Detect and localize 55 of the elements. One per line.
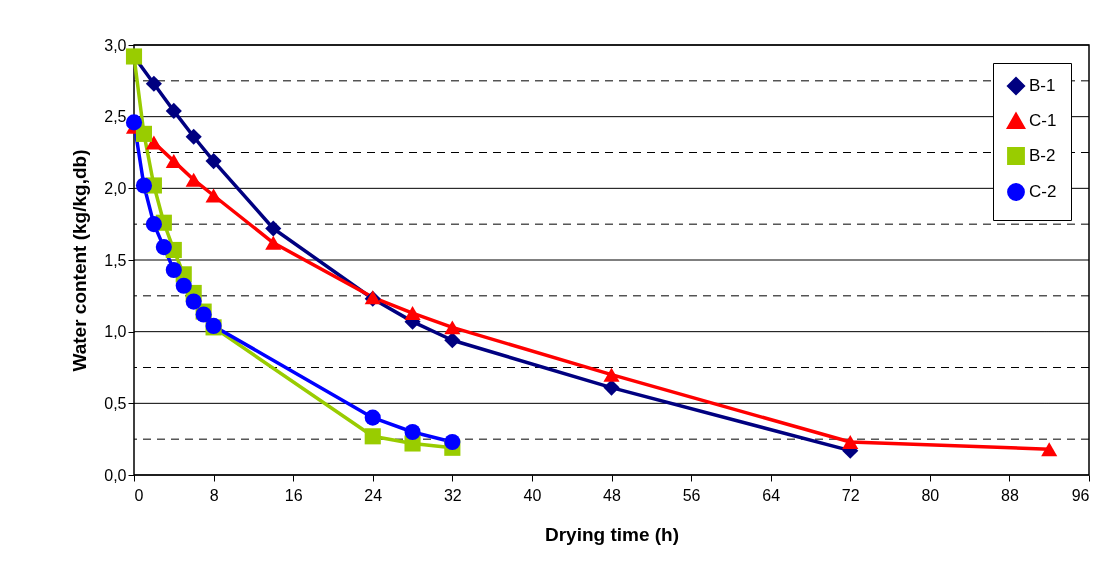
point [165,261,182,279]
x-tick-label: 96 [1071,486,1090,504]
y-tick-label: 2,5 [104,108,127,126]
legend-label: C-1 [1029,111,1057,130]
point [265,235,282,250]
legend-label: B-2 [1029,146,1056,165]
x-tick-label: 24 [364,486,383,504]
point [205,188,222,203]
point [603,367,620,382]
point [125,114,143,131]
y-tick-label: 1,5 [104,251,127,269]
legend-label: B-1 [1029,76,1056,95]
point [603,379,620,396]
point [404,306,421,321]
x-tick-label: 0 [134,486,144,504]
point [265,220,282,237]
x-tick-label: 40 [523,486,542,504]
point [155,239,172,256]
point [165,102,182,119]
point [185,293,202,310]
x-tick-label: 88 [1001,486,1019,504]
x-tick-label: 32 [443,486,462,504]
x-tick-label: 16 [284,486,303,504]
x-tick-label: 56 [682,486,701,504]
x-tick-label: 80 [921,486,940,504]
x-tick-label: 64 [762,486,781,504]
point [1041,442,1058,457]
point [135,125,153,142]
legend-label: C-2 [1029,182,1057,201]
y-tick-label: 0,0 [104,466,127,484]
point [145,216,162,233]
point [145,75,162,92]
point [185,172,202,187]
x-axis-title: Drying time (h) [544,523,680,545]
point [145,135,162,150]
point [175,277,192,294]
point [135,177,153,194]
point [444,433,461,451]
point [444,332,461,349]
x-tick-label: 72 [841,486,860,504]
point [205,153,222,170]
y-axis-title: Water content (kg/kg,db) [69,149,91,372]
point [444,320,461,335]
point [404,423,421,441]
y-tick-label: 1,0 [104,323,127,341]
x-tick-label: 8 [209,486,219,504]
point [185,128,202,145]
point [842,435,859,450]
point [364,428,381,445]
x-tick-label: 48 [603,486,621,504]
point [165,154,182,169]
y-tick-label: 0,5 [104,394,127,412]
y-tick-label: 3,0 [104,36,127,54]
y-tick-label: 2,0 [104,179,127,197]
point [364,409,381,426]
